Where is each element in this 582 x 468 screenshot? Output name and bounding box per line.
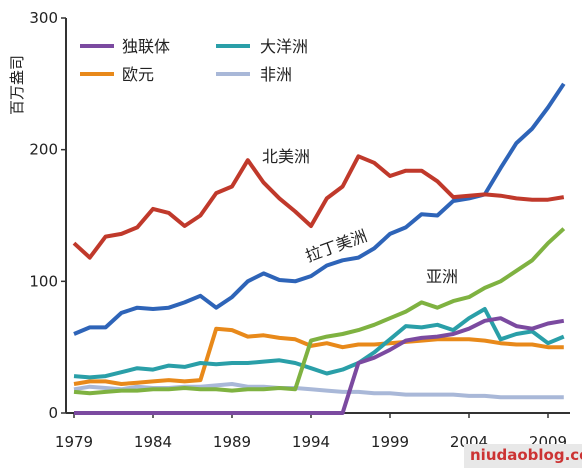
annotation-asia: 亚洲 [426, 267, 458, 286]
x-tick-label-2: 1989 [213, 433, 251, 451]
watermark-text: niudaoblog.com [470, 446, 582, 464]
series-line-大洋洲 [73, 307, 565, 380]
annotation-latin-america: 拉丁美洲 [303, 226, 370, 266]
y-tick-label-0: 0 [48, 404, 58, 422]
series-line-亚洲 [73, 227, 566, 396]
series-line-北美洲 [72, 154, 565, 260]
y-tick-label-2: 200 [29, 141, 58, 159]
legend-label-欧元: 欧元 [122, 65, 154, 84]
x-tick-label-4: 1999 [371, 433, 409, 451]
legend-label-大洋洲: 大洋洲 [260, 37, 308, 56]
series-line-欧元 [73, 326, 564, 386]
annotation-north-america: 北美洲 [262, 147, 310, 166]
y-axis-label: 百万盎司 [8, 55, 26, 115]
x-tick-label-1: 1984 [134, 433, 172, 451]
y-tick-label-3: 300 [29, 9, 58, 27]
y-tick-label-1: 100 [29, 272, 58, 290]
x-tick-label-3: 1994 [292, 433, 330, 451]
x-tick-label-0: 1979 [55, 433, 93, 451]
legend: 独联体 大洋洲 欧元 非洲 [80, 37, 308, 84]
legend-label-独联体: 独联体 [122, 37, 170, 56]
watermark-box [464, 444, 582, 468]
legend-label-非洲: 非洲 [260, 65, 292, 84]
series-line-独联体 [74, 316, 565, 415]
